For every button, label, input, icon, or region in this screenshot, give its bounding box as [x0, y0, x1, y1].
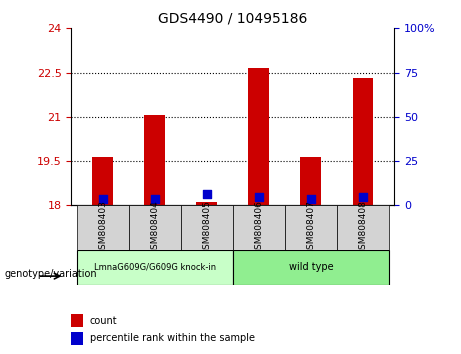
Bar: [77, 250, 233, 285]
Point: [203, 191, 211, 197]
Bar: [92, 157, 113, 205]
Point: [99, 196, 106, 202]
Bar: [71, 332, 83, 345]
Bar: [233, 205, 285, 250]
Text: GSM808404: GSM808404: [150, 200, 159, 255]
Text: GSM808403: GSM808403: [98, 200, 107, 255]
Bar: [337, 205, 389, 250]
Bar: [353, 79, 373, 205]
Text: LmnaG609G/G609G knock-in: LmnaG609G/G609G knock-in: [94, 263, 216, 272]
Bar: [71, 314, 83, 327]
Bar: [285, 205, 337, 250]
Text: GSM808407: GSM808407: [307, 200, 315, 255]
Point: [359, 194, 366, 200]
Point: [151, 196, 159, 202]
Text: count: count: [90, 316, 118, 326]
Bar: [248, 68, 269, 205]
Text: genotype/variation: genotype/variation: [5, 269, 97, 279]
Title: GDS4490 / 10495186: GDS4490 / 10495186: [158, 12, 307, 26]
Text: wild type: wild type: [289, 262, 333, 272]
Text: GSM808406: GSM808406: [254, 200, 263, 255]
Bar: [233, 250, 389, 285]
Text: GSM808405: GSM808405: [202, 200, 211, 255]
Text: percentile rank within the sample: percentile rank within the sample: [90, 333, 255, 343]
Point: [307, 196, 314, 202]
Bar: [196, 202, 217, 205]
Bar: [144, 115, 165, 205]
Point: [255, 194, 262, 200]
Bar: [181, 205, 233, 250]
Bar: [129, 205, 181, 250]
Text: GSM808408: GSM808408: [358, 200, 367, 255]
Bar: [77, 205, 129, 250]
Bar: [301, 157, 321, 205]
